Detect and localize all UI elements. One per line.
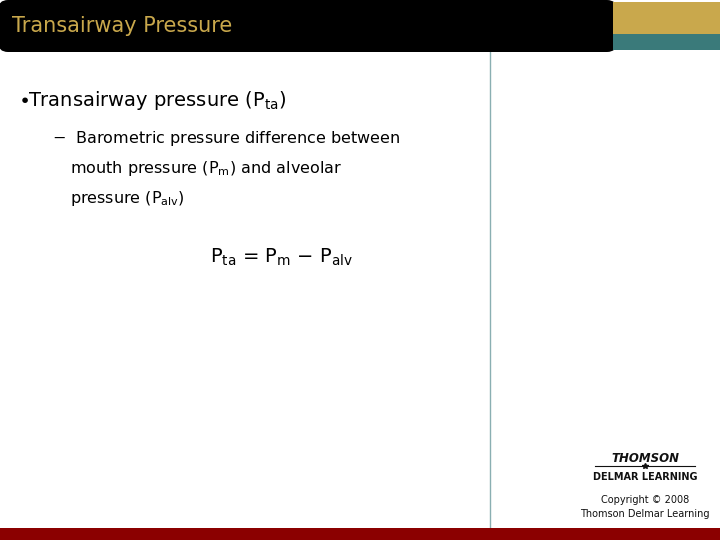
Text: pressure ($\mathregular{P_{alv}}$): pressure ($\mathregular{P_{alv}}$) xyxy=(70,188,185,207)
Text: $\bullet$: $\bullet$ xyxy=(18,91,38,110)
Bar xyxy=(613,34,720,50)
Text: mouth pressure ($\mathregular{P_{m}}$) and alveolar: mouth pressure ($\mathregular{P_{m}}$) a… xyxy=(70,159,342,178)
Text: Transairway pressure ($\mathregular{P_{ta}}$): Transairway pressure ($\mathregular{P_{t… xyxy=(28,89,287,111)
Text: Copyright © 2008: Copyright © 2008 xyxy=(601,495,689,505)
Bar xyxy=(590,2,620,50)
Bar xyxy=(613,2,720,34)
Text: THOMSON: THOMSON xyxy=(611,451,679,464)
Text: $-$  Barometric pressure difference between: $-$ Barometric pressure difference betwe… xyxy=(52,129,400,147)
FancyBboxPatch shape xyxy=(0,0,617,52)
Bar xyxy=(0,528,720,540)
Text: Transairway Pressure: Transairway Pressure xyxy=(12,16,233,36)
Text: Thomson Delmar Learning: Thomson Delmar Learning xyxy=(580,509,710,519)
Text: $\mathregular{P_{ta}}$ = $\mathregular{P_{m}}$ $-$ $\mathregular{P_{alv}}$: $\mathregular{P_{ta}}$ = $\mathregular{P… xyxy=(210,246,354,268)
Text: DELMAR LEARNING: DELMAR LEARNING xyxy=(593,472,697,482)
